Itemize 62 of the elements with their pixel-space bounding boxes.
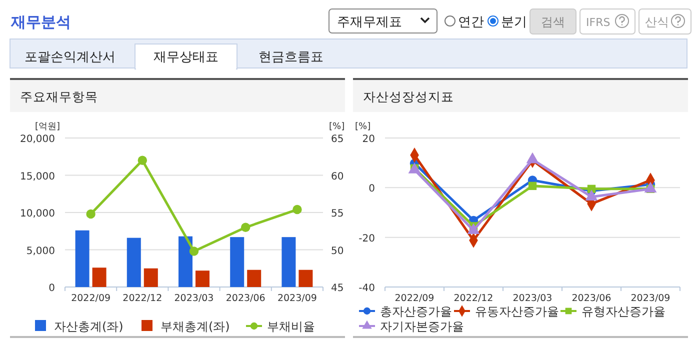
text: 현금흐름표	[258, 50, 324, 65]
bar	[282, 237, 296, 287]
y-tick-label: 15,000	[20, 171, 55, 182]
y-tick-label: -40	[358, 283, 375, 294]
y2-axis-title: [%]	[329, 122, 345, 132]
bar	[247, 270, 262, 287]
x-tick-label: 2022/12	[454, 293, 494, 304]
legend-label: 유형자산증가율	[582, 304, 666, 318]
y2-tick-label: 60	[331, 171, 344, 182]
y-tick-label: -20	[358, 233, 375, 244]
bar	[178, 236, 192, 287]
legend-label: 자기자본증가율	[380, 320, 464, 334]
legend-label: 총자산증가율	[380, 304, 452, 318]
y-tick-label: 20	[362, 134, 375, 145]
text: 연간	[458, 15, 484, 30]
text: 검색	[541, 15, 565, 29]
x-tick-label: 2023/09	[630, 293, 670, 304]
bar	[196, 270, 210, 287]
chart-title: 자산성장성지표	[363, 89, 454, 104]
y2-tick-label: 55	[331, 208, 344, 220]
y-tick-label: 20,000	[20, 134, 55, 145]
x-tick-label: 2023/03	[512, 293, 552, 304]
x-tick-label: 2022/12	[122, 293, 162, 304]
y2-tick-label: 45	[331, 283, 344, 294]
point	[240, 222, 250, 232]
text: 포괄손익계산서	[24, 50, 116, 65]
text: 주재무제표	[337, 15, 402, 30]
y-tick-label: 10,000	[20, 208, 55, 220]
x-tick-label: 2023/03	[174, 293, 214, 304]
bar	[144, 268, 158, 287]
x-tick-label: 2023/06	[226, 293, 266, 304]
y-tick-label: 0	[368, 184, 375, 195]
y-axis-title: [%]	[355, 122, 371, 132]
legend-label: 자산총계(좌)	[54, 320, 124, 334]
point	[189, 246, 199, 256]
x-tick-label: 2023/06	[572, 293, 612, 304]
bar	[75, 230, 90, 287]
y-tick-label: 5,000	[26, 246, 55, 257]
x-tick-label: 2022/09	[394, 293, 434, 304]
text: 분기	[501, 15, 527, 30]
bar	[230, 237, 244, 287]
text: IFRS	[586, 16, 610, 29]
legend-label: 부채비율	[267, 320, 315, 334]
text: 재무상태표	[154, 50, 218, 65]
point	[86, 209, 96, 219]
x-tick-label: 2023/09	[277, 293, 317, 304]
text: 산식	[645, 15, 669, 29]
x-tick-label: 2022/09	[71, 293, 111, 304]
y2-tick-label: 50	[331, 246, 344, 257]
text: 재무분석	[10, 13, 71, 31]
point	[138, 156, 148, 165]
bar	[126, 238, 141, 287]
bar	[92, 268, 106, 287]
chart-title: 주요재무항목	[20, 89, 98, 104]
point	[528, 182, 537, 190]
point	[292, 204, 302, 214]
legend-label: 부채총계(좌)	[160, 320, 230, 334]
y2-tick-label: 65	[331, 134, 344, 145]
y-tick-label: 0	[48, 283, 55, 294]
y-axis-title: [억원]	[35, 122, 60, 132]
legend-label: 유동자산증가율	[475, 304, 559, 318]
bar	[298, 270, 313, 287]
